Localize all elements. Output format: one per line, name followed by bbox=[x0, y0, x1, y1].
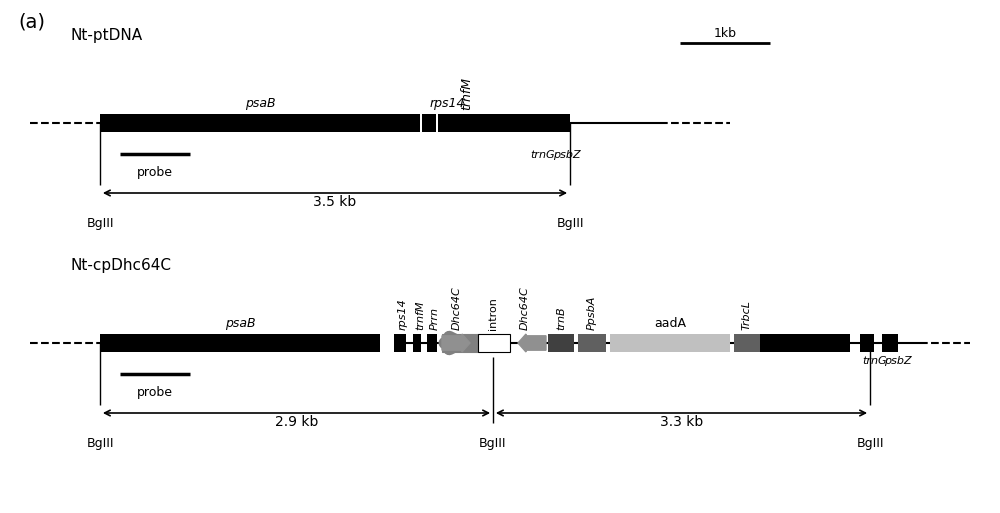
Bar bbox=[550, 114, 562, 132]
Bar bbox=[530, 114, 542, 132]
Bar bbox=[100, 334, 380, 352]
Text: Dhc64C: Dhc64C bbox=[520, 286, 530, 330]
Bar bbox=[422, 114, 436, 132]
Bar bbox=[860, 334, 874, 352]
Text: trnfM: trnfM bbox=[460, 77, 473, 110]
Text: BgIII: BgIII bbox=[856, 437, 884, 450]
Text: PpsbA: PpsbA bbox=[587, 295, 597, 330]
Text: aadA: aadA bbox=[654, 317, 686, 330]
Bar bbox=[427, 334, 437, 352]
Text: trnG: trnG bbox=[862, 356, 887, 366]
Text: Nt-cpDhc64C: Nt-cpDhc64C bbox=[70, 258, 171, 273]
Text: psaB: psaB bbox=[245, 97, 275, 110]
Text: Dhc64C: Dhc64C bbox=[452, 286, 462, 330]
Text: probe: probe bbox=[137, 386, 173, 399]
Text: BgIII: BgIII bbox=[556, 217, 584, 230]
Bar bbox=[734, 334, 760, 352]
Bar bbox=[760, 334, 850, 352]
FancyArrow shape bbox=[518, 334, 546, 352]
Text: 3.5 kb: 3.5 kb bbox=[313, 195, 357, 209]
Text: psbZ: psbZ bbox=[553, 150, 581, 160]
Text: trnB: trnB bbox=[556, 306, 566, 330]
Bar bbox=[448, 114, 460, 132]
Bar bbox=[442, 334, 478, 352]
Bar bbox=[548, 334, 574, 352]
Text: trnG: trnG bbox=[530, 150, 555, 160]
Text: psaB: psaB bbox=[225, 317, 255, 330]
FancyArrow shape bbox=[442, 334, 470, 352]
Text: rps14: rps14 bbox=[430, 97, 466, 110]
Bar bbox=[394, 334, 406, 352]
Text: Nt-ptDNA: Nt-ptDNA bbox=[70, 28, 142, 43]
Bar bbox=[380, 334, 394, 352]
Text: BgIII: BgIII bbox=[479, 437, 507, 450]
Bar bbox=[420, 114, 438, 132]
Text: BgIII: BgIII bbox=[86, 217, 114, 230]
Text: trnfM: trnfM bbox=[415, 301, 425, 330]
Text: 2.9 kb: 2.9 kb bbox=[275, 415, 318, 429]
Text: 1kb: 1kb bbox=[714, 27, 736, 40]
Text: (a): (a) bbox=[18, 13, 45, 32]
Bar bbox=[100, 114, 570, 132]
Text: intron: intron bbox=[488, 297, 498, 330]
Bar bbox=[578, 334, 606, 352]
Bar bbox=[413, 334, 421, 352]
Text: rps14: rps14 bbox=[398, 298, 408, 330]
Text: BgIII: BgIII bbox=[86, 437, 114, 450]
Bar bbox=[882, 334, 898, 352]
Text: Prrn: Prrn bbox=[430, 307, 440, 330]
Bar bbox=[478, 334, 510, 352]
Text: psbZ: psbZ bbox=[884, 356, 912, 366]
Bar bbox=[610, 334, 730, 352]
Text: 3.3 kb: 3.3 kb bbox=[660, 415, 703, 429]
Text: probe: probe bbox=[137, 166, 173, 179]
Text: TrbcL: TrbcL bbox=[742, 300, 752, 330]
